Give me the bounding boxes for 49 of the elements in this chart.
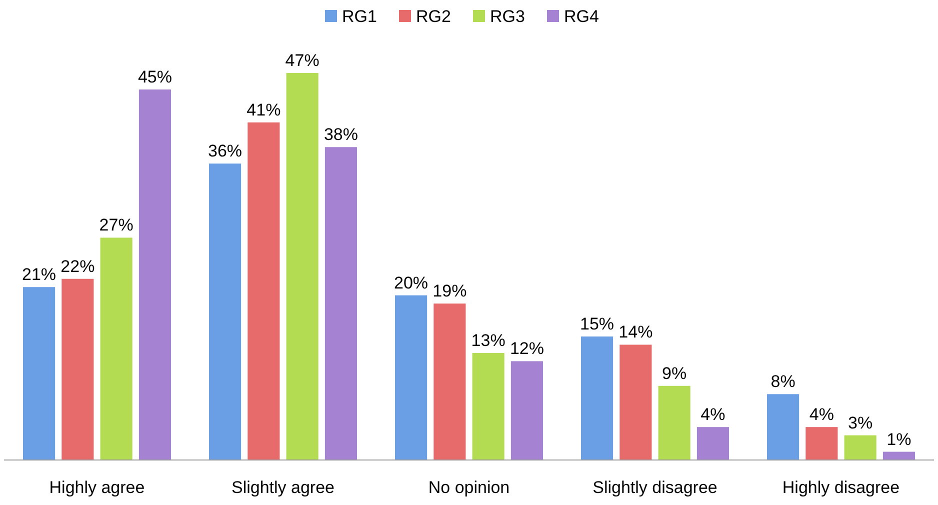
data-label: 21% xyxy=(22,265,56,284)
bar xyxy=(844,435,876,460)
data-label: 15% xyxy=(580,314,614,334)
data-label: 4% xyxy=(809,405,834,424)
data-label: 36% xyxy=(208,142,242,161)
data-label: 9% xyxy=(662,364,687,383)
bar xyxy=(882,452,915,460)
bar xyxy=(248,122,280,460)
bar xyxy=(510,361,543,460)
data-label: 45% xyxy=(138,67,172,86)
bar xyxy=(434,304,466,460)
bar xyxy=(806,427,838,460)
bar xyxy=(23,287,56,460)
legend-label: RG1 xyxy=(342,7,377,26)
x-tick-label: Highly disagree xyxy=(782,478,900,497)
bar xyxy=(138,89,171,460)
bar xyxy=(696,427,729,460)
bar xyxy=(767,394,800,460)
data-label: 14% xyxy=(618,322,653,342)
x-tick-label: No opinion xyxy=(428,478,510,497)
bar xyxy=(209,164,242,460)
data-label: 20% xyxy=(394,273,428,292)
legend-label: RG3 xyxy=(490,7,525,26)
data-label: 27% xyxy=(99,216,134,235)
bar xyxy=(581,336,614,460)
bar xyxy=(620,344,652,460)
bar xyxy=(658,386,690,460)
bar xyxy=(324,147,357,460)
data-label: 8% xyxy=(770,372,796,392)
bar xyxy=(100,238,132,460)
data-label: 22% xyxy=(60,256,95,276)
legend-label: RG2 xyxy=(416,7,451,26)
data-label: 13% xyxy=(471,330,506,350)
bar xyxy=(472,352,504,460)
x-tick-label: Slightly agree xyxy=(231,478,335,497)
x-tick-label: Slightly disagree xyxy=(592,478,718,497)
data-label: 47% xyxy=(285,51,320,70)
x-tick-label: Highly agree xyxy=(49,478,145,497)
bar xyxy=(62,278,94,460)
data-label: 41% xyxy=(246,100,281,120)
data-label: 12% xyxy=(510,339,544,358)
data-label: 3% xyxy=(848,413,873,432)
data-label: 1% xyxy=(886,430,912,449)
data-label: 4% xyxy=(700,405,726,424)
bar xyxy=(395,295,428,460)
data-label: 38% xyxy=(324,125,358,144)
data-label: 19% xyxy=(432,282,467,301)
legend-label: RG4 xyxy=(564,7,599,26)
bar xyxy=(286,73,318,460)
